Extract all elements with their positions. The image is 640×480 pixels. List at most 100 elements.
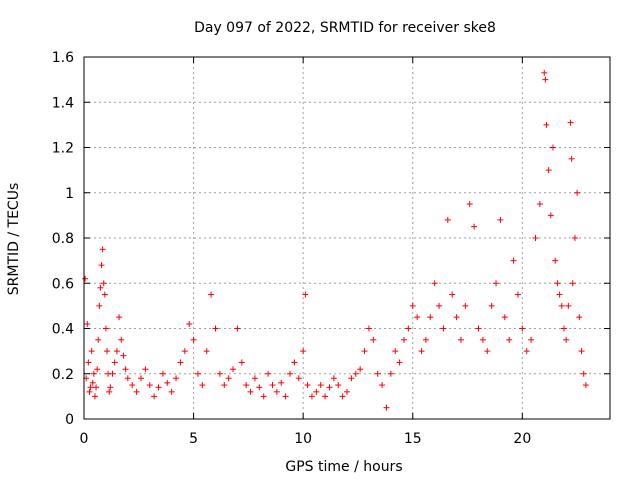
data-point xyxy=(295,375,302,382)
data-point xyxy=(322,393,329,400)
data-point xyxy=(313,388,320,395)
data-point xyxy=(101,291,108,298)
data-point xyxy=(543,121,550,128)
data-point xyxy=(151,393,158,400)
data-point xyxy=(302,291,309,298)
data-point xyxy=(111,359,118,366)
data-point xyxy=(365,325,372,332)
data-point xyxy=(532,235,539,241)
data-point xyxy=(282,393,289,400)
data-point xyxy=(278,379,285,386)
data-point xyxy=(216,370,223,377)
data-point xyxy=(98,262,105,269)
data-point xyxy=(422,336,429,343)
data-point xyxy=(400,336,407,343)
data-point xyxy=(124,375,131,382)
data-point xyxy=(326,384,333,391)
grid xyxy=(84,57,610,419)
x-tick-label: 20 xyxy=(513,431,531,447)
data-point xyxy=(91,393,98,400)
data-point xyxy=(444,216,451,223)
data-point xyxy=(129,382,136,389)
y-tick-label: 0.8 xyxy=(52,231,74,247)
data-point xyxy=(304,382,311,389)
data-point xyxy=(453,314,460,321)
data-point xyxy=(133,388,140,395)
data-point xyxy=(550,144,557,151)
data-point xyxy=(344,388,350,395)
data-point xyxy=(339,393,346,400)
x-tick-label: 0 xyxy=(80,431,89,447)
y-tick-label: 1.6 xyxy=(52,50,74,66)
data-point xyxy=(352,370,359,377)
data-point xyxy=(106,388,113,395)
data-point xyxy=(536,201,543,208)
data-point xyxy=(221,382,228,389)
data-point xyxy=(542,76,549,83)
data-point xyxy=(457,336,464,343)
data-point xyxy=(528,336,535,343)
data-point xyxy=(82,275,89,282)
y-tick-label: 1 xyxy=(65,186,74,202)
data-point xyxy=(118,336,125,343)
data-point xyxy=(251,375,258,382)
data-point xyxy=(514,291,521,298)
data-point xyxy=(142,366,149,373)
data-point xyxy=(173,375,180,382)
data-point xyxy=(519,325,526,332)
data-point xyxy=(122,366,129,373)
data-point xyxy=(552,257,559,264)
data-point xyxy=(238,359,245,366)
data-point xyxy=(440,325,447,332)
data-point xyxy=(99,246,106,253)
data-point xyxy=(164,379,171,386)
y-tick-label: 0.2 xyxy=(52,367,74,383)
data-point xyxy=(256,384,263,391)
data-point xyxy=(104,348,111,355)
data-point xyxy=(102,325,109,332)
data-point xyxy=(567,119,574,126)
data-point xyxy=(554,280,561,287)
data-point xyxy=(186,320,193,327)
data-point xyxy=(243,382,250,389)
data-point xyxy=(506,336,513,343)
data-point xyxy=(493,280,500,287)
data-point xyxy=(208,291,215,298)
data-point xyxy=(335,382,342,389)
x-tick-label: 15 xyxy=(404,431,422,447)
data-point xyxy=(545,167,552,174)
data-point xyxy=(414,314,421,321)
data-point xyxy=(582,382,589,389)
data-point xyxy=(565,302,572,309)
data-point xyxy=(556,291,563,298)
data-point xyxy=(85,359,92,366)
data-point xyxy=(212,325,219,332)
data-point xyxy=(146,382,153,389)
data-point xyxy=(462,302,469,309)
data-point xyxy=(181,348,188,355)
data-point xyxy=(569,280,576,287)
x-axis-label: GPS time / hours xyxy=(285,459,402,475)
x-tick-label: 5 xyxy=(189,431,198,447)
data-point xyxy=(563,336,570,343)
data-point xyxy=(580,370,587,377)
data-point xyxy=(387,370,394,377)
data-point xyxy=(497,216,504,223)
data-point xyxy=(374,370,381,377)
data-point xyxy=(137,375,144,382)
data-point xyxy=(547,212,554,219)
data-point xyxy=(330,375,337,382)
data-point xyxy=(199,382,206,389)
data-point xyxy=(97,284,104,291)
data-point xyxy=(287,370,294,377)
axis-ticks: 0 5 10 15 20 0 0.2 0.4 0.6 0.8 1 1.2 1.4 1.6 xyxy=(52,50,610,447)
data-point xyxy=(475,325,482,332)
chart-title: Day 097 of 2022, SRMTID for receiver ske… xyxy=(194,20,496,36)
data-point xyxy=(541,69,548,76)
data-point xyxy=(574,189,581,196)
data-point xyxy=(113,348,120,355)
data-point xyxy=(265,370,272,377)
data-point xyxy=(466,201,473,208)
data-point xyxy=(479,336,486,343)
